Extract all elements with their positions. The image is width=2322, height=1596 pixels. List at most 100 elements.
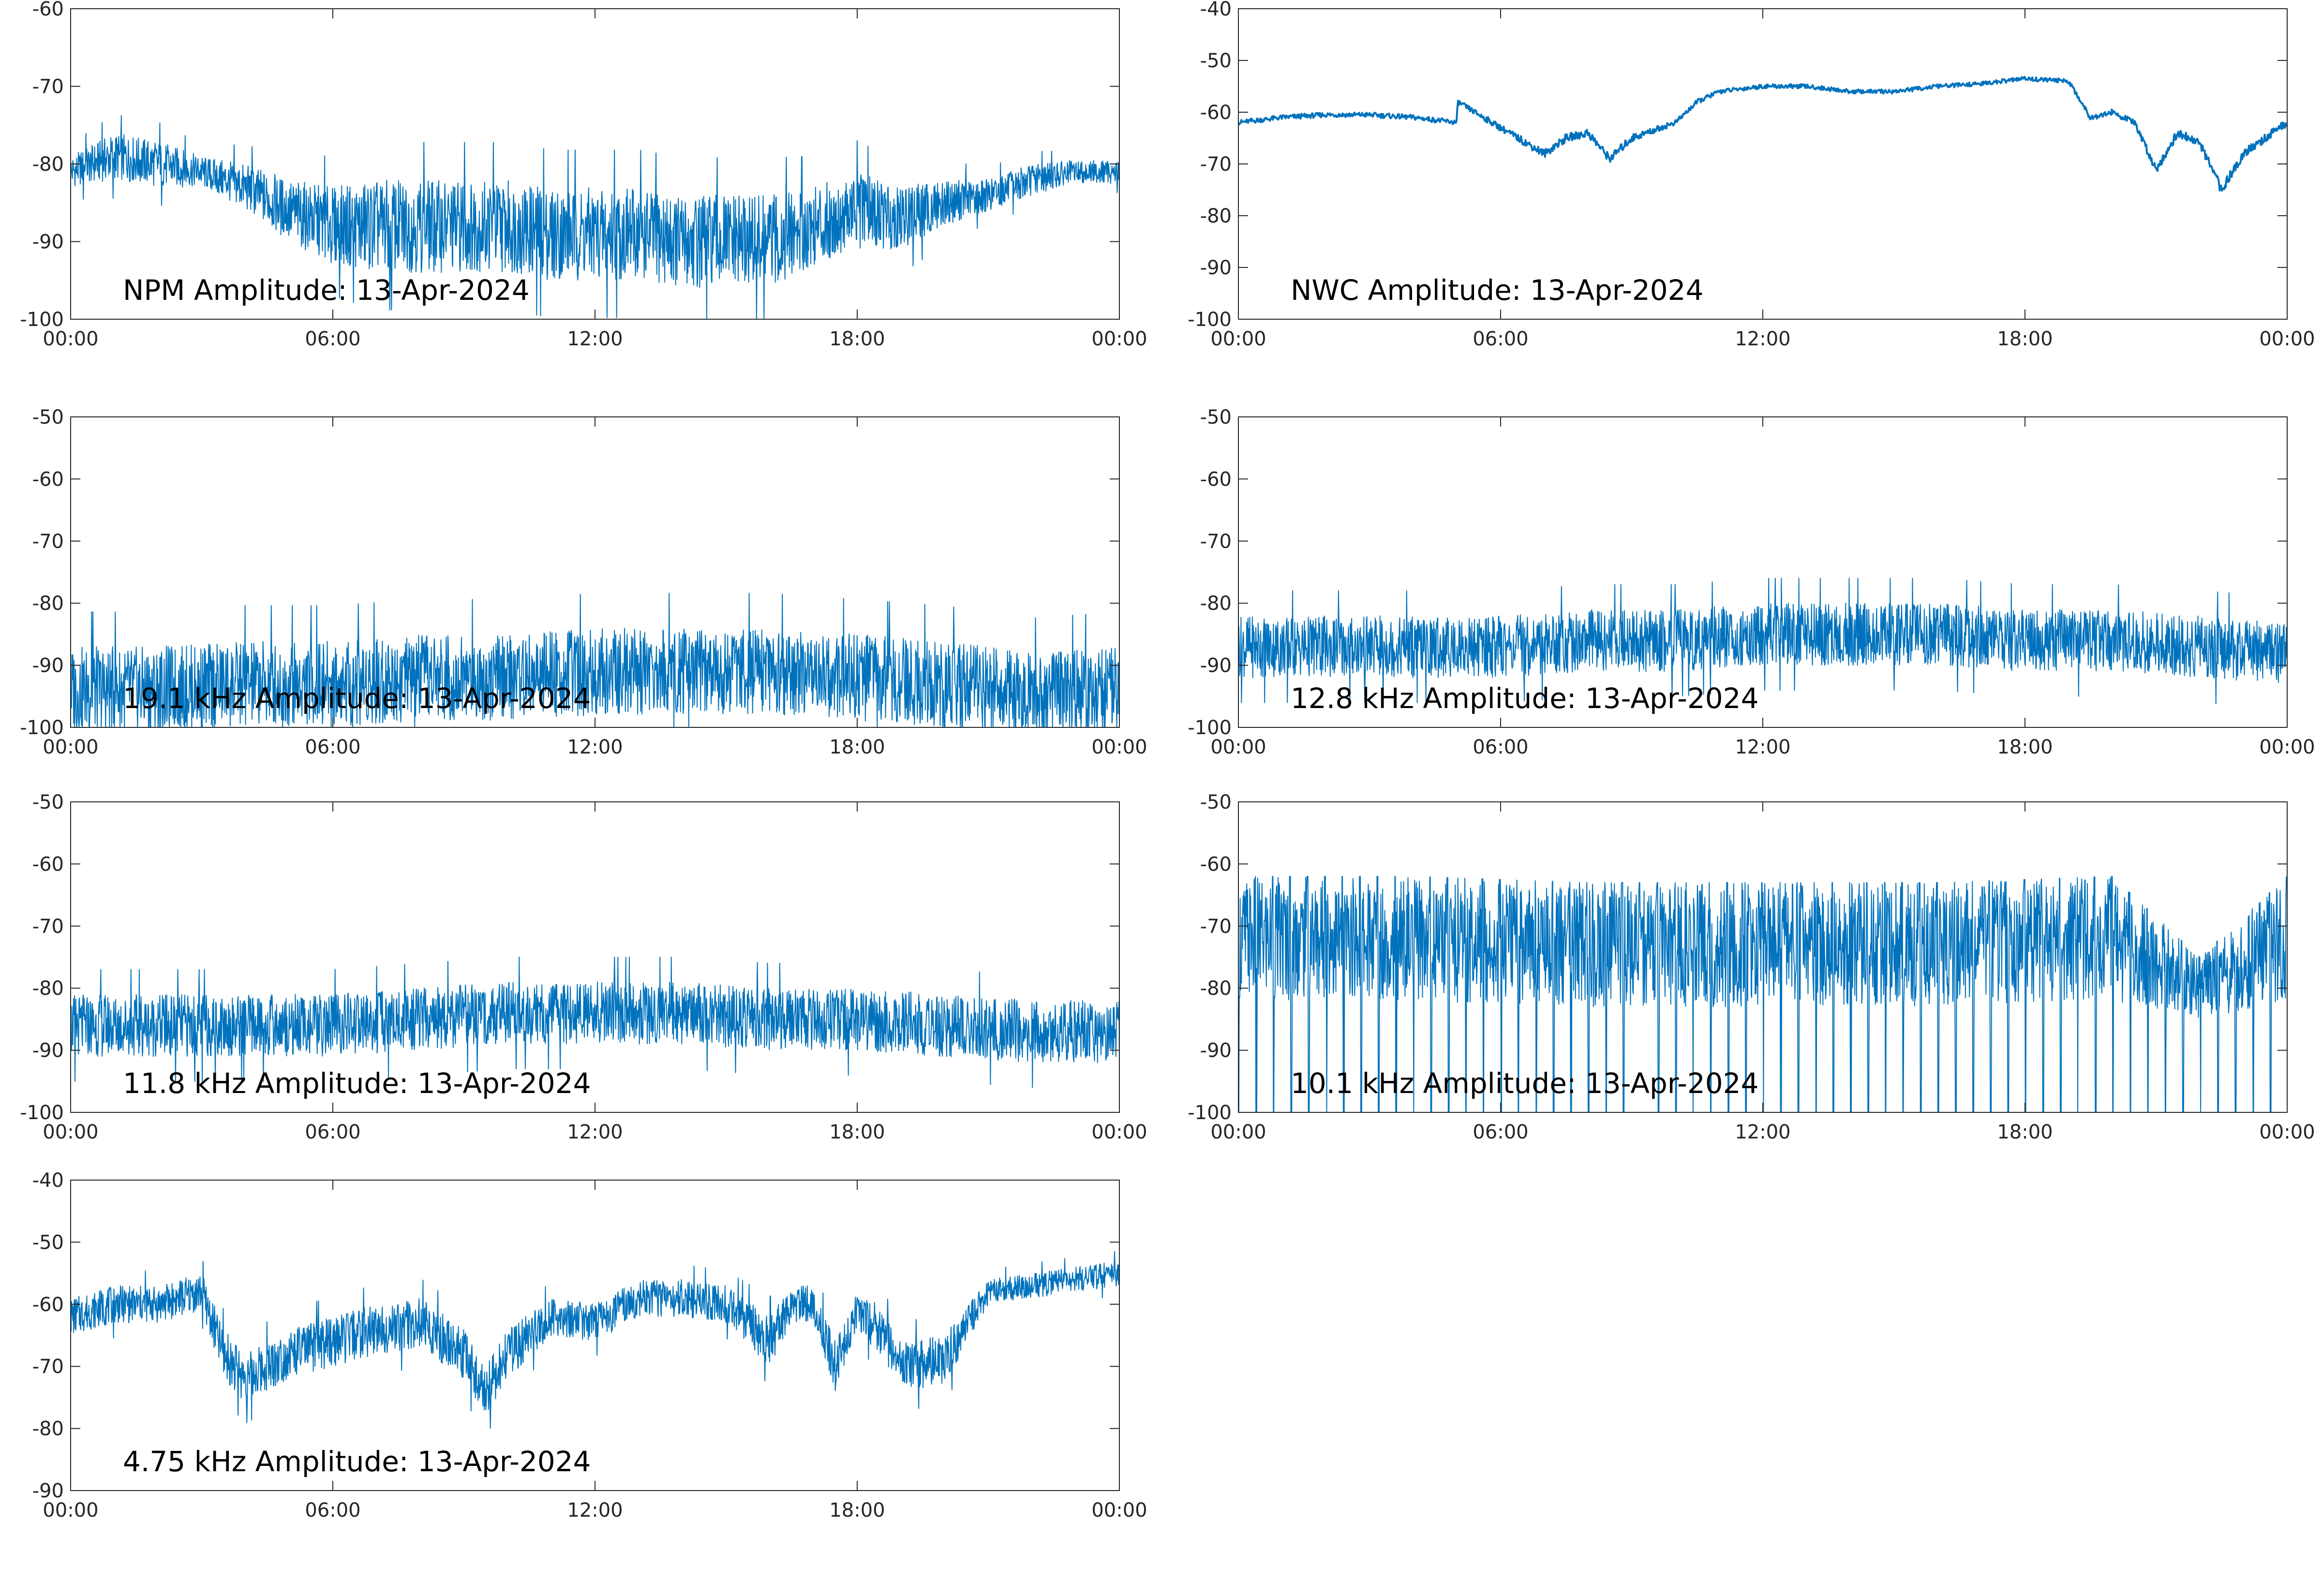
y-tick-label: -100 xyxy=(20,309,64,331)
y-tick-label: -70 xyxy=(1200,531,1232,553)
x-tick-label: 12:00 xyxy=(567,1499,623,1522)
y-tick-label: -60 xyxy=(32,0,64,20)
y-tick-label: -50 xyxy=(32,791,64,813)
y-tick-label: -70 xyxy=(1200,916,1232,938)
x-tick-label: 00:00 xyxy=(1091,736,1147,758)
y-tick-label: -100 xyxy=(1188,309,1232,331)
x-tick-label: 00:00 xyxy=(1091,1121,1147,1143)
y-tick-label: -80 xyxy=(1200,592,1232,615)
panel-title: 19.1 kHz Amplitude: 13-Apr-2024 xyxy=(123,682,591,715)
panel-title: 4.75 kHz Amplitude: 13-Apr-2024 xyxy=(123,1445,591,1478)
x-tick-label: 18:00 xyxy=(1997,328,2053,350)
panel-6: -100 -90 -80 -70 -60 -50 00:00 06:00 12:00 18:00 0… xyxy=(1188,791,2315,1143)
axes-frame xyxy=(70,8,1120,320)
y-tick-label: -100 xyxy=(1188,717,1232,739)
y-tick-label: -60 xyxy=(32,1294,64,1316)
y-tick-label: -80 xyxy=(32,592,64,615)
series-line xyxy=(1238,577,2288,704)
panel-3: -100 -90 -80 -70 -60 -50 00:00 06:00 12:00 18:00 0… xyxy=(20,406,1147,758)
series-line xyxy=(1238,75,2288,192)
series-line xyxy=(70,115,1120,320)
y-tick-label: -60 xyxy=(1200,468,1232,490)
axes-frame xyxy=(1238,8,2288,320)
y-tick-label: -100 xyxy=(20,1102,64,1124)
y-tick-label: -100 xyxy=(20,717,64,739)
panel-1: -100 -90 -80 -70 -60 00:00 06:00 12:00 18:00 00:0… xyxy=(20,0,1147,350)
x-tick-label: 18:00 xyxy=(829,736,885,758)
panel-4: -100 -90 -80 -70 -60 -50 00:00 06:00 12:00 18:00 0… xyxy=(1188,406,2315,758)
x-tick-label: 12:00 xyxy=(1735,328,1790,350)
panel-7: -90 -80 -70 -60 -50 -40 00:00 06:00 12:00 18:00 00… xyxy=(32,1169,1147,1522)
x-tick-label: 00:00 xyxy=(43,1499,98,1522)
axes-frame xyxy=(1238,416,2288,728)
y-tick-label: -40 xyxy=(32,1169,64,1192)
x-tick-label: 12:00 xyxy=(567,736,623,758)
y-tick-label: -70 xyxy=(32,76,64,98)
x-tick-label: 00:00 xyxy=(2259,328,2315,350)
axes-frame xyxy=(70,801,1120,1113)
y-tick-label: -80 xyxy=(32,977,64,1000)
y-tick-label: -90 xyxy=(1200,1040,1232,1062)
x-tick-label: 18:00 xyxy=(829,1499,885,1522)
series-line xyxy=(70,592,1120,728)
y-tick-label: -90 xyxy=(32,1480,64,1502)
y-tick-label: -50 xyxy=(32,406,64,429)
x-tick-label: 18:00 xyxy=(829,328,885,350)
y-tick-label: -50 xyxy=(32,1231,64,1254)
x-tick-label: 18:00 xyxy=(829,1121,885,1143)
x-tick-label: 12:00 xyxy=(567,1121,623,1143)
y-tick-label: -60 xyxy=(1200,102,1232,124)
x-tick-label: 06:00 xyxy=(1473,1121,1528,1143)
y-tick-label: -70 xyxy=(1200,153,1232,176)
y-tick-label: -60 xyxy=(1200,853,1232,875)
x-tick-label: 00:00 xyxy=(43,1121,98,1143)
y-tick-label: -50 xyxy=(1200,50,1232,72)
y-tick-label: -70 xyxy=(32,531,64,553)
x-tick-label: 06:00 xyxy=(1473,736,1528,758)
x-tick-label: 00:00 xyxy=(1210,736,1266,758)
panel-title: 12.8 kHz Amplitude: 13-Apr-2024 xyxy=(1291,682,1758,715)
x-tick-label: 06:00 xyxy=(1473,328,1528,350)
y-tick-label: -60 xyxy=(32,468,64,490)
y-tick-label: -70 xyxy=(32,1356,64,1378)
series-line xyxy=(70,957,1120,1088)
panel-title: NPM Amplitude: 13-Apr-2024 xyxy=(123,274,530,307)
y-tick-label: -60 xyxy=(32,853,64,875)
y-tick-label: -80 xyxy=(1200,977,1232,1000)
y-tick-label: -90 xyxy=(32,1040,64,1062)
panel-title: 11.8 kHz Amplitude: 13-Apr-2024 xyxy=(123,1067,591,1100)
x-tick-label: 06:00 xyxy=(305,1499,360,1522)
y-tick-label: -70 xyxy=(32,916,64,938)
panel-2: -100 -90 -80 -70 -60 -50 -40 00:00 06:00 12:00 18:… xyxy=(1188,0,2315,350)
y-tick-label: -40 xyxy=(1200,0,1232,20)
x-tick-label: 12:00 xyxy=(567,328,623,350)
x-tick-label: 06:00 xyxy=(305,1121,360,1143)
x-tick-label: 00:00 xyxy=(2259,1121,2315,1143)
x-tick-label: 00:00 xyxy=(1091,1499,1147,1522)
x-tick-label: 00:00 xyxy=(43,736,98,758)
y-tick-label: -90 xyxy=(1200,257,1232,279)
y-tick-label: -90 xyxy=(1200,655,1232,677)
x-tick-label: 18:00 xyxy=(1997,1121,2053,1143)
y-tick-label: -90 xyxy=(32,655,64,677)
x-tick-label: 12:00 xyxy=(1735,736,1790,758)
panel-title: NWC Amplitude: 13-Apr-2024 xyxy=(1291,274,1704,307)
panel-5: -100 -90 -80 -70 -60 -50 00:00 06:00 12:00 18:00 0… xyxy=(20,791,1147,1143)
y-tick-label: -50 xyxy=(1200,406,1232,429)
x-tick-label: 00:00 xyxy=(1091,328,1147,350)
x-tick-label: 00:00 xyxy=(1210,1121,1266,1143)
y-tick-label: -80 xyxy=(32,1418,64,1440)
y-tick-label: -100 xyxy=(1188,1102,1232,1124)
panel-title: 10.1 kHz Amplitude: 13-Apr-2024 xyxy=(1291,1067,1758,1100)
x-tick-label: 06:00 xyxy=(305,736,360,758)
y-tick-label: -80 xyxy=(1200,205,1232,227)
x-tick-label: 12:00 xyxy=(1735,1121,1790,1143)
x-tick-label: 06:00 xyxy=(305,328,360,350)
y-tick-label: -80 xyxy=(32,153,64,176)
y-tick-label: -50 xyxy=(1200,791,1232,813)
x-tick-label: 00:00 xyxy=(43,328,98,350)
x-tick-label: 00:00 xyxy=(2259,736,2315,758)
y-tick-label: -90 xyxy=(32,231,64,253)
x-tick-label: 18:00 xyxy=(1997,736,2053,758)
